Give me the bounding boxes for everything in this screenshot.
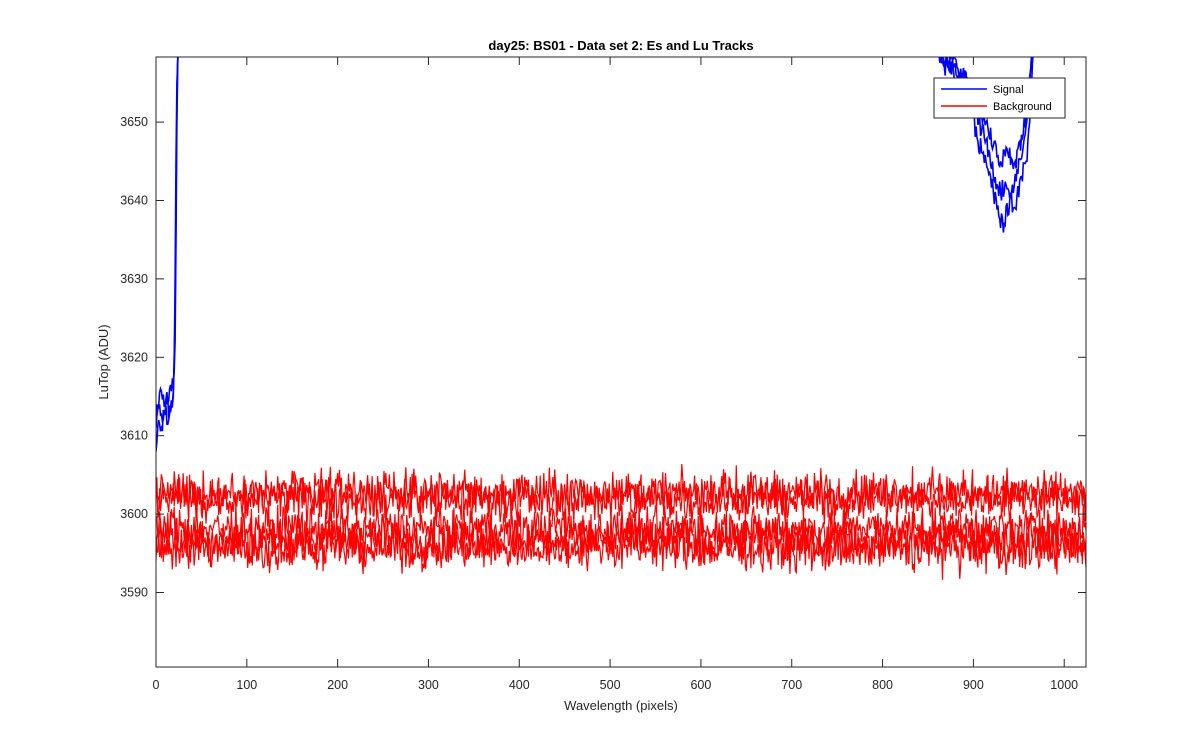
x-tick-label: 800	[872, 678, 893, 692]
y-tick-label: 3630	[120, 272, 148, 286]
legend-signal-label: Signal	[993, 84, 1024, 96]
x-tick-label: 100	[236, 678, 257, 692]
legend-background-label: Background	[993, 101, 1052, 113]
x-tick-label: 400	[509, 678, 530, 692]
y-tick-label: 3600	[120, 507, 148, 521]
legend-box	[933, 77, 1066, 119]
signal-series-line	[939, 57, 1033, 201]
x-tick-label: 1000	[1050, 678, 1078, 692]
x-tick-label: 900	[963, 678, 984, 692]
y-tick-label: 3620	[120, 350, 148, 364]
plot-area	[156, 57, 1086, 667]
chart-title: day25: BS01 - Data set 2: Es and Lu Trac…	[488, 38, 753, 53]
background-series-line	[156, 463, 1086, 521]
x-tick-label: 700	[781, 678, 802, 692]
y-tick-label: 3590	[120, 586, 148, 600]
x-axis-label: Wavelength (pixels)	[564, 698, 678, 713]
legend: Signal Background	[933, 77, 1066, 119]
y-tick-label: 3640	[120, 193, 148, 207]
ticks-layer: 0 100 200 300 400 500 600 700 800 900 1000 3590 3600…	[120, 57, 1086, 692]
y-axis-label: LuTop (ADU)	[96, 324, 111, 399]
background-series-line	[156, 515, 1086, 580]
x-tick-label: 300	[418, 678, 439, 692]
background-series-line	[156, 466, 1086, 529]
x-tick-label: 200	[327, 678, 348, 692]
signal-series-line	[945, 57, 1033, 170]
x-tick-label: 600	[690, 678, 711, 692]
signal-series-line	[156, 57, 179, 413]
y-tick-label: 3610	[120, 429, 148, 443]
plot-frame	[155, 56, 1087, 668]
x-tick-label: 0	[153, 678, 160, 692]
y-tick-label: 3650	[120, 115, 148, 129]
x-tick-label: 500	[600, 678, 621, 692]
